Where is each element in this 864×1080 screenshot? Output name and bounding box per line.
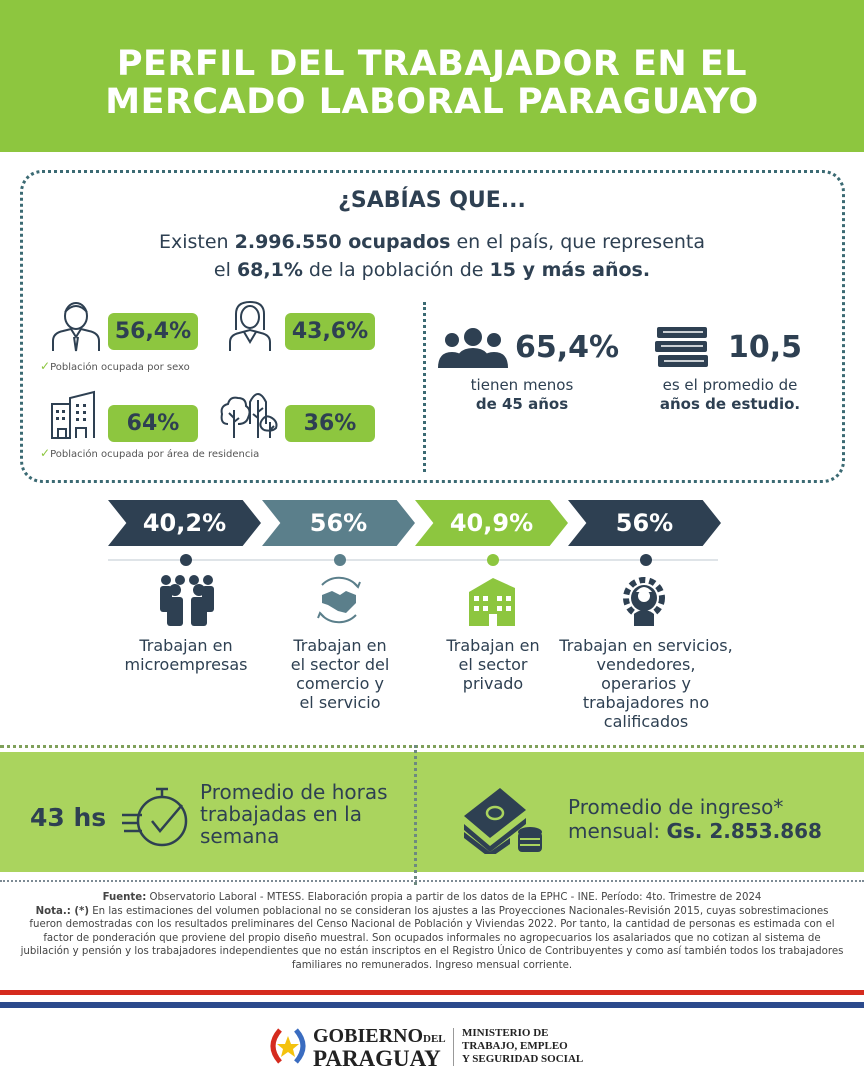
footer-divider [0,880,864,882]
title-line-1: PERFIL DEL TRABAJADOR EN EL [116,44,748,84]
stat-label-line: Trabajan en servicios, [559,636,733,655]
stat-label-line: microempresas [124,655,248,674]
stat-label-line: comercio y [296,674,384,693]
timeline-dot [640,554,652,566]
timeline-line [108,559,718,561]
man-icon [52,302,100,352]
flag-red-stripe [0,990,864,995]
urban-percentage-badge: 64% [108,405,198,442]
sexo-caption: ✓Población ocupada por sexo [40,359,190,373]
paraguay-seal-logo [270,1028,306,1064]
timeline-dot [334,554,346,566]
rural-percentage-badge: 36% [285,405,375,442]
office-building-icon [469,578,515,626]
woman-icon [229,300,271,351]
female-percentage-badge: 43,6% [285,313,375,350]
books-icon [655,327,708,367]
stat-chevron: 40,2% [108,500,261,546]
stat-label: Trabajan en microempresas [76,636,296,674]
stat-label-line: el sector del [290,655,390,674]
hours-caption: Promedio de horas trabajadas en la semana [200,780,388,848]
stat-label-line: vendedores, [596,655,696,674]
stat-label-line: calificados [603,712,689,731]
stat-label-line: privado [462,674,524,693]
box-divider [423,302,426,472]
methodology-note: Nota.: (*) En las estimaciones del volum… [20,905,844,971]
stat-label-line: Trabajan en [139,636,233,655]
area-caption: ✓Población ocupada por área de residenci… [40,446,260,460]
urban-building-icon [51,390,95,439]
stat-chevron: 40,9% [415,500,568,546]
under-45-percentage: 65,4% [515,330,620,365]
stat-label-line: el sector [458,655,528,674]
money-stack-icon [464,788,542,854]
stat-label: Trabajan en el sector privado [383,636,603,693]
check-icon: ✓ [40,446,51,460]
stopwatch-check-icon [122,787,188,847]
handshake-icon [317,576,361,624]
group-people-icon [438,328,508,368]
stat-label-line: operarios y [601,674,691,693]
stat-label-line: Trabajan en [293,636,387,655]
stat-label-line: trabajadores no [582,693,710,712]
stat-label-line: el servicio [299,693,381,712]
stat-label: Trabajan en servicios, vendedores, operari… [536,636,756,731]
stat-label: Trabajan en el sector del comercio y el ser… [230,636,450,712]
under-45-caption: tienen menos de 45 años [470,376,574,413]
flag-blue-stripe [0,1002,864,1008]
source-note: Fuente: Observatorio Laboral - MTESS. El… [102,892,762,903]
band-divider [414,745,417,885]
timeline-dot [180,554,192,566]
hours-value: 43 hs [30,803,107,832]
logo-divider [453,1028,454,1066]
team-people-icon [160,575,214,626]
header-banner: PERFIL DEL TRABAJADOR EN EL MERCADO LABO… [0,0,864,152]
footnotes: Fuente: Observatorio Laboral - MTESS. El… [20,891,844,972]
study-years-caption: es el promedio de años de estudio. [659,376,801,413]
band-top-divider [0,745,864,748]
stat-chevron: 56% [262,500,415,546]
gobierno-logo-text: GOBIERNODEL PARAGUAY [313,1025,446,1071]
title-line-2: MERCADO LABORAL PARAGUAYO [105,82,759,122]
check-icon: ✓ [40,359,51,373]
stat-label-line: Trabajan en [446,636,540,655]
study-years-value: 10,5 [728,330,803,365]
trees-icon [220,393,278,438]
summary-band [0,752,864,872]
stat-chevron: 56% [568,500,721,546]
timeline-dot [487,554,499,566]
sabias-heading: ¿SABÍAS QUE... [338,188,526,213]
income-caption: Promedio de ingreso* mensual: Gs. 2.853.8… [568,795,822,843]
ministerio-logo-text: MINISTERIO DE TRABAJO, EMPLEO Y SEGURIDAD … [462,1027,584,1065]
worker-gear-icon [623,577,665,626]
sabias-que-box [20,170,845,483]
sabias-line-2: el 68,1% de la población de 15 y más año… [213,259,651,281]
sabias-line-1: Existen 2.996.550 ocupados en el país, q… [158,231,706,253]
male-percentage-badge: 56,4% [108,313,198,350]
